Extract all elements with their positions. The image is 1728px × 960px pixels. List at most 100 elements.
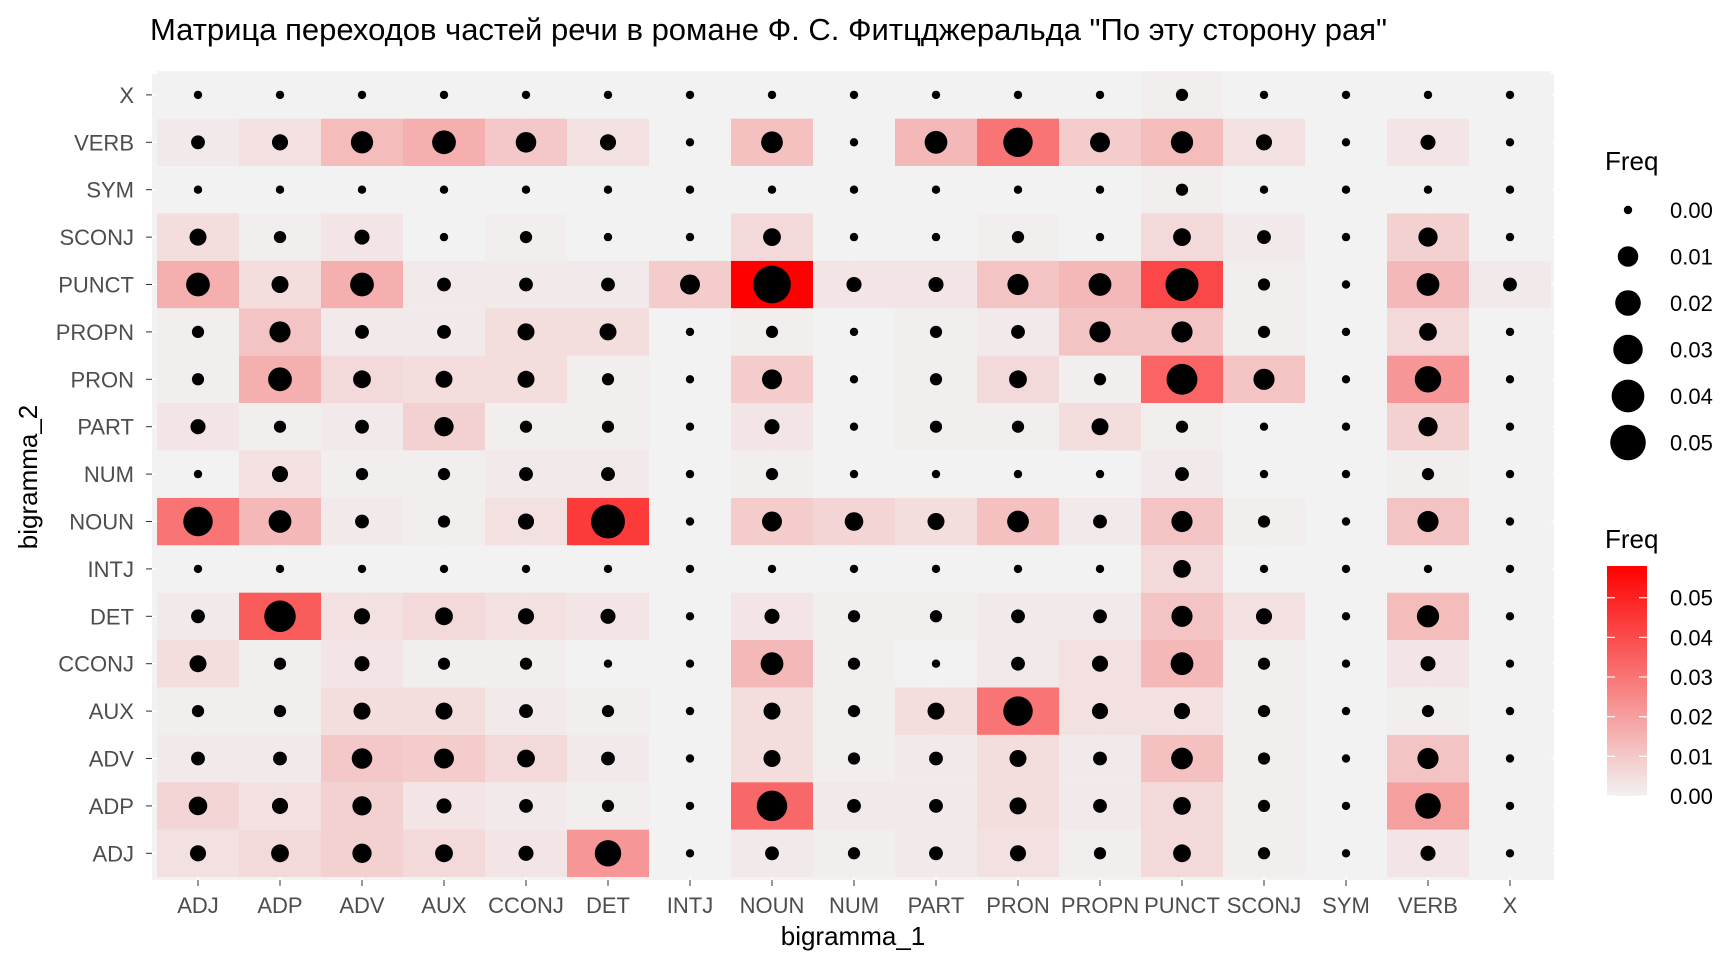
point-intj-adv <box>685 754 695 763</box>
point-x-part <box>1505 422 1515 431</box>
y-tick-label: PROPN <box>56 320 134 345</box>
point-adv-aux <box>353 702 371 720</box>
point-num-aux <box>847 704 861 718</box>
point-aux-adv <box>434 748 454 769</box>
point-x-adj <box>1505 849 1515 858</box>
point-aux-cconj <box>437 657 451 670</box>
point-num-verb <box>849 138 859 147</box>
legend-size-key <box>1611 379 1645 413</box>
point-aux-noun <box>437 515 451 528</box>
point-intj-sconj <box>685 232 695 242</box>
point-cconj-sconj <box>519 230 533 244</box>
point-propn-noun <box>1093 514 1107 529</box>
point-punct-aux <box>1173 703 1191 720</box>
point-intj-punct <box>680 274 700 295</box>
point-sconj-sym <box>1259 185 1269 194</box>
point-pron-verb <box>1003 127 1033 158</box>
point-pron-num <box>1013 469 1023 479</box>
point-num-part <box>849 422 859 431</box>
point-part-cconj <box>931 659 941 668</box>
point-adj-pron <box>191 373 205 386</box>
point-part-num <box>931 469 941 479</box>
point-adj-det <box>191 609 205 624</box>
point-sym-intj <box>1341 564 1351 574</box>
point-x-sconj <box>1505 232 1515 242</box>
point-x-pron <box>1505 375 1515 384</box>
point-propn-aux <box>1091 703 1109 720</box>
legend-fill-label: 0.04 <box>1670 625 1713 650</box>
point-intj-verb <box>685 138 695 147</box>
point-cconj-adv <box>517 749 535 768</box>
point-punct-punct <box>1165 267 1199 302</box>
point-noun-verb <box>761 131 783 154</box>
point-punct-adp <box>1173 796 1191 815</box>
point-sym-adj <box>1341 849 1351 858</box>
point-verb-num <box>1421 467 1435 481</box>
point-sconj-intj <box>1259 564 1269 574</box>
point-adv-sconj <box>354 229 370 245</box>
point-pron-part <box>1011 420 1025 433</box>
point-sconj-det <box>1255 608 1273 625</box>
y-tick-label: PUNCT <box>58 273 134 298</box>
point-aux-intj <box>439 564 449 574</box>
point-cconj-verb <box>515 132 537 153</box>
point-cconj-noun <box>517 513 535 530</box>
point-num-adv <box>847 752 861 765</box>
point-part-adv <box>929 751 943 766</box>
point-x-adv <box>1505 754 1515 763</box>
point-adv-adj <box>352 843 372 863</box>
point-num-cconj <box>847 657 861 670</box>
point-x-propn <box>1505 327 1515 337</box>
legend-size-label: 0.02 <box>1670 291 1713 316</box>
point-intj-cconj <box>685 659 695 668</box>
point-punct-adj <box>1173 844 1191 863</box>
point-adv-noun <box>355 514 369 529</box>
point-sconj-sconj <box>1257 230 1271 245</box>
x-tick-label: SCONJ <box>1227 893 1302 918</box>
point-adp-adp <box>271 797 289 814</box>
point-cconj-aux <box>519 704 533 719</box>
point-propn-verb <box>1090 132 1110 153</box>
point-propn-adp <box>1093 798 1107 813</box>
point-intj-x <box>685 90 695 100</box>
point-part-noun <box>927 512 945 531</box>
legend-size-key <box>1623 205 1633 215</box>
point-sconj-adp <box>1257 799 1271 813</box>
point-propn-x <box>1095 90 1105 100</box>
x-tick-label: DET <box>586 893 630 918</box>
point-sconj-propn <box>1257 325 1271 339</box>
point-num-sym <box>849 185 859 194</box>
point-pron-pron <box>1009 370 1027 389</box>
point-aux-num <box>437 467 451 481</box>
point-cconj-num <box>519 467 533 482</box>
point-cconj-sym <box>521 185 531 194</box>
x-tick-label: ADP <box>257 893 302 918</box>
point-aux-verb <box>432 130 456 155</box>
legend-colorbar <box>1607 566 1647 796</box>
point-punct-noun <box>1171 510 1193 533</box>
point-x-sym <box>1505 185 1515 194</box>
x-axis-label: bigramma_1 <box>781 921 926 951</box>
point-sym-sym <box>1341 185 1351 194</box>
point-adv-part <box>355 419 369 434</box>
point-part-verb <box>924 130 948 154</box>
point-sym-propn <box>1341 327 1351 337</box>
point-adj-verb <box>191 135 205 150</box>
point-punct-verb <box>1170 131 1194 154</box>
point-adj-intj <box>193 564 203 574</box>
point-pron-sconj <box>1011 230 1025 244</box>
legend-size-label: 0.03 <box>1670 338 1713 363</box>
point-punct-adv <box>1171 747 1193 770</box>
point-propn-num <box>1095 469 1105 479</box>
point-noun-adp <box>756 790 788 822</box>
point-num-intj <box>849 564 859 574</box>
point-adp-adj <box>271 844 289 863</box>
point-verb-pron <box>1414 366 1442 393</box>
point-aux-det <box>435 607 453 626</box>
x-tick-label: NUM <box>829 893 879 918</box>
point-det-adj <box>594 840 622 867</box>
point-x-num <box>1505 469 1515 479</box>
point-propn-det <box>1093 609 1107 624</box>
point-sconj-num <box>1259 469 1269 479</box>
